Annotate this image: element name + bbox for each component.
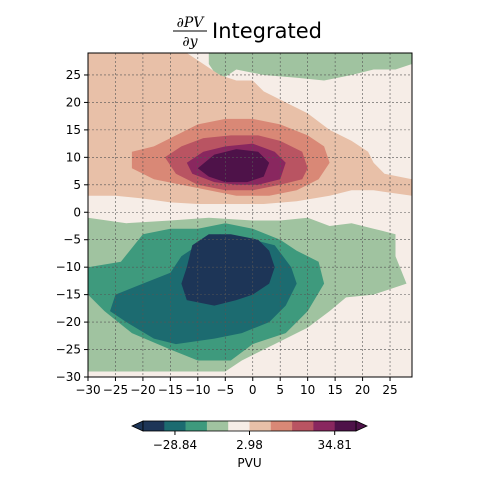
x-axis: −30 −25 −20 −15 −10 −5 0 5 10 15 20 25 — [75, 377, 398, 397]
colorbar-swatch — [249, 421, 272, 431]
colorbar-swatch — [164, 421, 186, 431]
y-axis: −30 −25 −20 −15 −10 −5 0 5 10 15 20 25 — [56, 68, 88, 384]
x-tick-label: −5 — [216, 383, 234, 397]
title-suffix: Integrated — [212, 19, 322, 43]
colorbar-tick-label: 2.98 — [236, 438, 263, 452]
x-tick-label: −15 — [158, 383, 183, 397]
y-tick-label: 5 — [73, 178, 81, 192]
contour-region-level-neg2-2 — [208, 53, 412, 81]
colorbar: −28.84 2.98 34.81 PVU — [131, 420, 368, 470]
x-tick-label: 15 — [327, 383, 342, 397]
title-denominator: ∂y — [182, 34, 198, 50]
colorbar-swatch — [292, 421, 314, 431]
y-tick-label: −20 — [56, 315, 81, 329]
plot-frame — [87, 52, 413, 378]
colorbar-label: PVU — [237, 456, 261, 470]
y-tick-label: −10 — [56, 260, 81, 274]
colorbar-swatch — [185, 421, 208, 431]
y-tick-label: 25 — [66, 68, 81, 82]
colorbar-swatch — [270, 421, 293, 431]
colorbar-tick-label: −28.84 — [153, 438, 197, 452]
x-tick-label: −25 — [103, 383, 128, 397]
contour-region-level-neg5-5 — [181, 234, 275, 306]
y-tick-label: 0 — [73, 205, 81, 219]
grid-lines — [87, 53, 412, 378]
x-tick-label: 5 — [276, 383, 284, 397]
colorbar-swatch — [228, 421, 250, 431]
chart-title: ∂PV ∂y Integrated — [173, 15, 322, 50]
colorbar-swatch — [313, 421, 335, 431]
y-tick-label: −15 — [56, 288, 81, 302]
x-tick-label: 0 — [249, 383, 257, 397]
y-tick-label: 20 — [66, 95, 81, 109]
x-tick-label: −30 — [75, 383, 100, 397]
x-tick-label: −20 — [130, 383, 155, 397]
title-numerator: ∂PV — [177, 15, 206, 31]
contour-region-level-8-10 — [197, 149, 270, 183]
colorbar-tick-label: 34.81 — [318, 438, 352, 452]
x-tick-label: 25 — [382, 383, 397, 397]
colorbar-extend-high — [355, 420, 368, 432]
y-tick-label: −25 — [56, 343, 81, 357]
colorbar-extend-low — [131, 420, 144, 432]
colorbar-swatch — [206, 421, 229, 431]
x-tick-label: 20 — [355, 383, 370, 397]
y-tick-label: 10 — [66, 150, 81, 164]
y-tick-label: 15 — [66, 123, 81, 137]
colorbar-swatch — [143, 421, 165, 431]
y-tick-label: −30 — [56, 370, 81, 384]
x-tick-label: −10 — [185, 383, 210, 397]
x-tick-label: 10 — [300, 383, 315, 397]
y-tick-label: −5 — [63, 233, 81, 247]
colorbar-swatch — [334, 421, 357, 431]
